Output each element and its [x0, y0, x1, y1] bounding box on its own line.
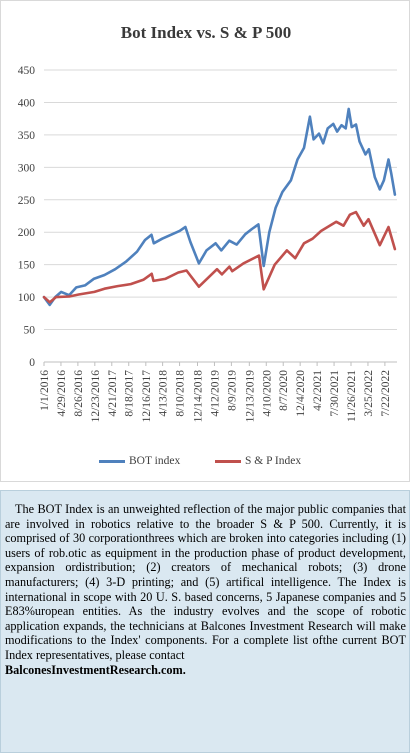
y-tick-label-250: 250 [18, 195, 36, 207]
line-chart: 0 50 100 150 200 250 300 350 400 450 1/1/2016 4/29/… [18, 65, 397, 423]
description-box: The BOT Index is an unweighted reflectio… [0, 490, 410, 753]
x-tick-label-4: 4/21/2017 [107, 370, 119, 417]
chart-container: Bot Index vs. S & P 500 0 50 100 150 200 250 3… [0, 0, 410, 482]
x-tick-label-3: 12/23/2016 [90, 370, 102, 423]
x-tick-label-20: 7/22/2022 [380, 370, 392, 417]
legend-swatch-sp [215, 459, 241, 463]
description-paragraph: The BOT Index is an unweighted reflectio… [5, 502, 406, 662]
x-tick-label-0: 1/1/2016 [39, 370, 51, 411]
x-tick-label-12: 12/13/2019 [244, 370, 256, 423]
x-tick-label-6: 12/16/2017 [141, 370, 153, 423]
legend-swatch-bot [99, 459, 125, 463]
x-tick-label-15: 12/4/2020 [295, 370, 307, 417]
y-tick-label-200: 200 [18, 227, 36, 239]
legend-label-sp: S & P Index [245, 455, 302, 467]
series-line-sp-index [42, 210, 397, 304]
y-tick-label-150: 150 [18, 260, 36, 272]
x-tick-label-17: 7/30/2021 [329, 370, 341, 417]
legend: BOT index S & P Index [1, 455, 411, 471]
x-tick-label-9: 12/14/2018 [193, 370, 205, 423]
series-line-bot-index [42, 107, 397, 307]
contact-website: BalconesInvestmentResearch.com. [5, 662, 186, 677]
y-tick-label-350: 350 [18, 130, 36, 142]
y-tick-label-400: 400 [18, 97, 36, 109]
x-tick-label-2: 8/26/2016 [73, 370, 85, 417]
y-tick-label-450: 450 [18, 65, 36, 77]
x-tick-label-18: 11/26/2021 [346, 370, 358, 422]
y-tick-label-50: 50 [24, 325, 36, 337]
x-tick-label-10: 4/12/2019 [209, 370, 221, 417]
x-tick-label-19: 3/25/2022 [363, 370, 375, 417]
x-tick-label-16: 4/2/2021 [312, 370, 324, 411]
x-tick-label-5: 8/18/2017 [124, 370, 136, 417]
x-tick-label-1: 4/29/2016 [56, 370, 68, 417]
x-tick-label-14: 8/7/2020 [278, 370, 290, 411]
x-tick-label-11: 8/9/2019 [226, 370, 238, 411]
x-tick-label-7: 4/13/2018 [158, 370, 170, 417]
y-tick-label-100: 100 [18, 292, 36, 304]
x-tick-label-13: 4/10/2020 [261, 370, 273, 417]
legend-item-bot: BOT index [99, 455, 180, 467]
legend-item-sp: S & P Index [215, 455, 301, 467]
legend-label-bot: BOT index [129, 455, 181, 467]
y-tick-label-0: 0 [29, 357, 35, 369]
x-tick-label-8: 8/10/2018 [175, 370, 187, 417]
y-tick-label-300: 300 [18, 162, 36, 174]
chart-title: Bot Index vs. S & P 500 [120, 23, 292, 42]
